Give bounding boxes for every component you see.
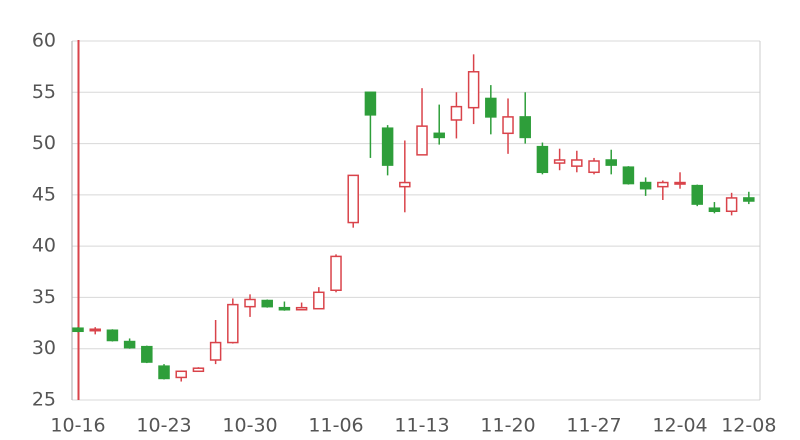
x-tick-label: 10-16 xyxy=(50,415,105,437)
x-tick-label: 10-30 xyxy=(222,415,277,437)
candle-body xyxy=(433,132,445,139)
candle-body xyxy=(261,299,273,308)
x-tick-label: 11-06 xyxy=(308,415,363,437)
candle-body xyxy=(639,181,652,190)
candle-body xyxy=(313,291,325,310)
y-tick-label: 55 xyxy=(32,81,56,103)
candle-body xyxy=(588,160,600,174)
candle-body xyxy=(347,174,359,224)
candle-body xyxy=(502,116,514,135)
y-tick-label: 50 xyxy=(32,132,56,154)
candle-body xyxy=(89,328,101,332)
candle-body xyxy=(519,116,531,139)
candle-body xyxy=(467,71,480,109)
candle-body xyxy=(295,306,308,311)
y-tick-label: 40 xyxy=(32,235,56,257)
candle-body xyxy=(708,207,721,213)
candle-body xyxy=(691,184,703,205)
candle-body xyxy=(209,341,222,361)
candle-body xyxy=(725,197,738,213)
y-tick-label: 45 xyxy=(32,183,56,205)
candle-body xyxy=(605,159,617,166)
candle-body xyxy=(364,91,377,116)
candle-body xyxy=(381,127,394,166)
candle-body xyxy=(416,125,428,156)
candle-body xyxy=(330,255,342,291)
candle-body xyxy=(674,181,686,185)
x-tick-label: 11-20 xyxy=(480,415,535,437)
candle-body xyxy=(399,181,411,188)
candle-body xyxy=(657,181,669,188)
candle-body xyxy=(72,327,84,333)
candle-body xyxy=(141,345,153,363)
candle-body xyxy=(227,303,239,344)
y-tick-label: 30 xyxy=(32,337,56,359)
candle-body xyxy=(450,105,463,121)
candle-body xyxy=(536,145,549,174)
candle-body xyxy=(192,367,205,373)
candle-body xyxy=(622,166,635,185)
candle-body xyxy=(244,298,256,308)
x-tick-label: 12-04 xyxy=(652,415,707,437)
candle-body xyxy=(123,340,136,349)
y-tick-label: 60 xyxy=(32,30,56,52)
x-tick-label: 11-13 xyxy=(394,415,449,437)
candle-body xyxy=(278,306,291,311)
candle-body xyxy=(175,370,187,379)
x-tick-label: 10-23 xyxy=(136,415,191,437)
candle-body xyxy=(485,97,497,118)
candle-body xyxy=(743,197,755,202)
candle-body xyxy=(553,159,566,164)
candle-body xyxy=(158,365,170,380)
candle-body xyxy=(571,159,583,167)
y-tick-label: 35 xyxy=(32,286,56,308)
candle-body xyxy=(106,329,119,342)
x-tick-label: 11-27 xyxy=(566,415,621,437)
x-tick-label: 12-08 xyxy=(721,415,776,437)
y-tick-label: 25 xyxy=(32,389,56,411)
